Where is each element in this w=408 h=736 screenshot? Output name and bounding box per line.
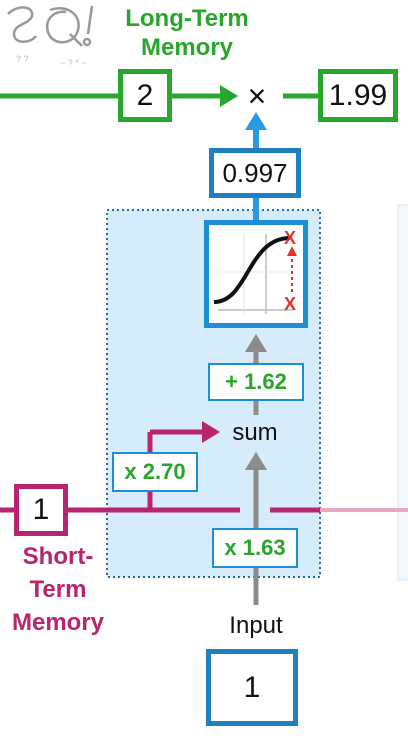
sum-arrowhead: [245, 334, 267, 352]
svg-text:? ?: ? ?: [16, 54, 29, 64]
short-term-memory-box: 1: [14, 484, 68, 536]
short-term-weight-box: x 2.70: [112, 452, 198, 492]
input-label: Input: [229, 612, 283, 639]
svg-text:X: X: [284, 228, 296, 248]
sum-label: sum: [232, 419, 278, 446]
long-term-arrowhead: [220, 85, 238, 107]
svg-text:~ ? * ~: ~ ? * ~: [60, 58, 87, 68]
faded-next-panel: [397, 204, 408, 581]
to-multiply-arrowhead: [245, 112, 267, 130]
sigmoid-output-box: 0.997: [209, 148, 301, 198]
input-arrowhead: [245, 452, 267, 470]
svg-text:X: X: [284, 294, 296, 314]
input-weight-box: x 1.63: [212, 528, 298, 568]
long-term-output-box: 1.99: [318, 69, 398, 122]
short-term-memory-label: Short-Term Memory: [11, 543, 105, 636]
input-value-box: 1: [206, 649, 298, 726]
long-term-memory-label: Long-Term Memory: [125, 5, 249, 61]
bias-box: + 1.62: [208, 363, 304, 401]
short-term-arrowhead: [202, 421, 220, 443]
sigmoid-icon: X X: [204, 220, 308, 328]
statquest-logo: ~ ? * ~ ? ?: [0, 0, 112, 72]
long-term-input-box: 2: [118, 69, 172, 122]
multiply-symbol: ×: [247, 78, 267, 114]
